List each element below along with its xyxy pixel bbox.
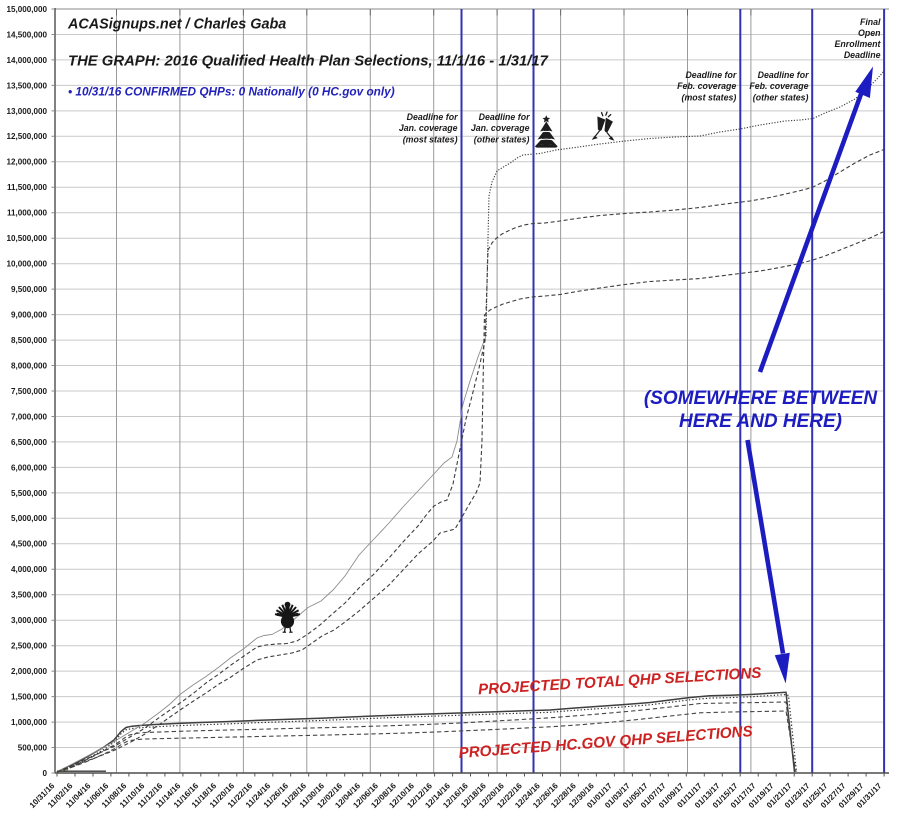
svg-text:5,000,000: 5,000,000 [11,514,48,523]
svg-text:Jan. coverage: Jan. coverage [399,123,458,133]
svg-text:12,500,000: 12,500,000 [6,132,47,141]
svg-text:3,000,000: 3,000,000 [11,616,48,625]
svg-text:14,500,000: 14,500,000 [6,30,47,39]
svg-text:(other states): (other states) [474,135,530,145]
svg-text:6,000,000: 6,000,000 [11,463,48,472]
svg-text:Feb. coverage: Feb. coverage [677,81,736,91]
svg-text:6,500,000: 6,500,000 [11,438,48,447]
svg-text:HERE AND HERE): HERE AND HERE) [679,411,842,432]
svg-text:Jan. coverage: Jan. coverage [471,123,530,133]
svg-text:Deadline for: Deadline for [479,112,530,122]
svg-text:7,000,000: 7,000,000 [11,412,48,421]
svg-text:Open: Open [858,28,880,38]
svg-text:13,500,000: 13,500,000 [6,81,47,90]
svg-text:THE GRAPH: 2016 Qualified Heal: THE GRAPH: 2016 Qualified Health Plan Se… [68,54,549,70]
svg-text:2,500,000: 2,500,000 [11,642,48,651]
svg-text:Feb. coverage: Feb. coverage [749,81,808,91]
svg-text:Final: Final [860,17,881,27]
svg-text:4,000,000: 4,000,000 [11,565,48,574]
svg-text:15,000,000: 15,000,000 [6,5,47,14]
svg-text:Deadline: Deadline [844,50,881,60]
svg-text:Enrollment: Enrollment [835,39,882,49]
svg-text:Deadline for: Deadline for [685,70,736,80]
svg-text:3,500,000: 3,500,000 [11,591,48,600]
svg-text:5,500,000: 5,500,000 [11,489,48,498]
svg-text:14,000,000: 14,000,000 [6,56,47,65]
svg-text:8,500,000: 8,500,000 [11,336,48,345]
svg-text:2,000,000: 2,000,000 [11,667,48,676]
svg-text:1,000,000: 1,000,000 [11,718,48,727]
svg-text:Deadline for: Deadline for [407,112,458,122]
svg-text:ACASignups.net / Charles Gaba: ACASignups.net / Charles Gaba [67,17,286,33]
svg-text:(SOMEWHERE BETWEEN: (SOMEWHERE BETWEEN [644,388,879,409]
svg-text:(other states): (other states) [753,93,809,103]
svg-text:• 10/31/16 CONFIRMED QHPs: 0 N: • 10/31/16 CONFIRMED QHPs: 0 Nationally … [68,85,395,99]
svg-text:500,000: 500,000 [18,743,48,752]
svg-text:Deadline for: Deadline for [758,70,809,80]
svg-text:8,000,000: 8,000,000 [11,361,48,370]
svg-text:(most states): (most states) [403,135,458,145]
svg-text:4,500,000: 4,500,000 [11,540,48,549]
svg-text:11,000,000: 11,000,000 [7,209,48,218]
svg-text:1,500,000: 1,500,000 [11,692,48,701]
svg-text:(most states): (most states) [682,93,737,103]
svg-text:11,500,000: 11,500,000 [7,183,48,192]
svg-text:10,500,000: 10,500,000 [6,234,47,243]
svg-text:13,000,000: 13,000,000 [6,107,47,116]
svg-text:9,500,000: 9,500,000 [11,285,48,294]
svg-text:0: 0 [42,769,47,778]
svg-text:7,500,000: 7,500,000 [11,387,48,396]
svg-text:10,000,000: 10,000,000 [6,260,47,269]
svg-text:12,000,000: 12,000,000 [6,158,47,167]
svg-text:9,000,000: 9,000,000 [11,310,48,319]
